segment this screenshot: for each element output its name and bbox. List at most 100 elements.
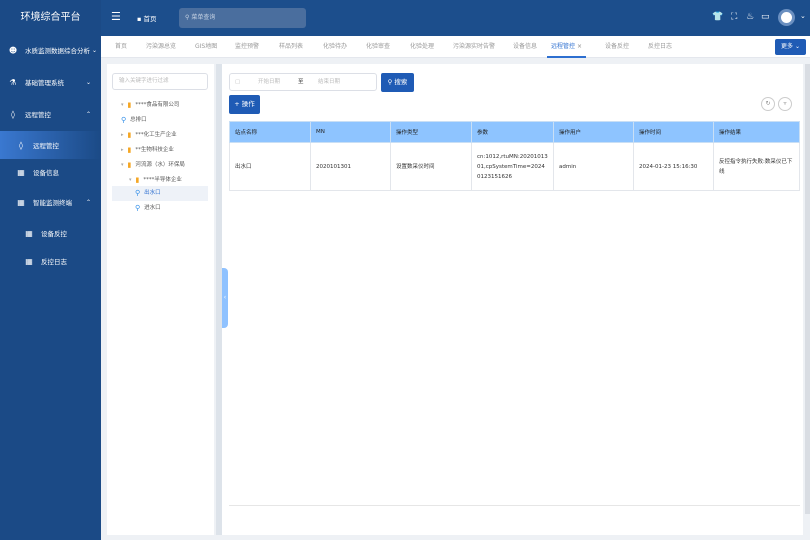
folder-icon: ▮ xyxy=(127,146,132,154)
sidebar-item-label: 水质监测数据综合分析 xyxy=(25,47,90,55)
shirt-icon[interactable]: 👕 xyxy=(712,12,724,22)
cell-result: 反控指令执行失败:数采仪已下线 xyxy=(713,142,800,191)
home-link[interactable]: ▪ 首页 xyxy=(137,13,156,23)
monitor-icon[interactable]: ▭ xyxy=(761,12,770,22)
column-header: 操作类型 xyxy=(390,121,472,143)
expand-icon[interactable]: ⛶ xyxy=(731,12,738,22)
menu-toggle-icon[interactable]: ☰ xyxy=(111,10,121,23)
tree-node-label: 进水口 xyxy=(144,205,161,211)
tree-node-label: 河流源（水）环保局 xyxy=(135,162,185,168)
tree-node-label: 总排口 xyxy=(130,117,147,123)
tab-remote-control[interactable]: 远程管控 × xyxy=(547,36,586,58)
top-header: ☰ ▪ 首页 ⚲ 菜单查询 👕 ⛶ ♨ ▭ ⌄ xyxy=(101,0,810,36)
search-icon: ⚲ xyxy=(185,14,192,21)
search-icon: ⚲ xyxy=(387,78,395,86)
close-icon[interactable]: × xyxy=(576,43,582,50)
add-operation-button[interactable]: + 操作 xyxy=(229,95,260,114)
tree-node[interactable]: ▾ ▮ ****半导体企业 xyxy=(129,173,182,188)
app-title: 环境综合平台 xyxy=(20,12,81,23)
column-header: 操作结果 xyxy=(713,121,800,143)
sidebar-item-remote-control-group[interactable]: ◊ 远程管控 ⌃ xyxy=(0,100,101,128)
tab-sample-list[interactable]: 样品列表 xyxy=(279,43,304,50)
caret-icon: ▾ xyxy=(121,162,124,168)
calendar-icon: ▢ xyxy=(235,79,241,85)
folder-icon: ▮ xyxy=(127,101,132,109)
tree-node[interactable]: ▾ ▮ ****食品有限公司 xyxy=(121,98,179,113)
tree-node-label: ****半导体企业 xyxy=(143,177,182,183)
sidebar-item-label: 设备信息 xyxy=(33,169,59,177)
end-date-input[interactable]: 结束日期 xyxy=(318,79,341,85)
folder-icon: ▮ xyxy=(127,131,132,139)
sidebar-item-device-info[interactable]: ▦ 设备信息 xyxy=(0,158,101,186)
tree-node[interactable]: ⚲ 总排口 xyxy=(121,113,147,128)
panel-splitter[interactable] xyxy=(216,64,222,535)
tree-node-selected[interactable]: ⚲ 出水口 xyxy=(112,186,208,201)
sidebar-item-label: 设备反控 xyxy=(41,230,67,238)
column-header: 参数 xyxy=(471,121,554,143)
more-label: 更多 xyxy=(781,43,794,50)
tab-monitor-alert[interactable]: 监控预警 xyxy=(235,43,260,50)
collapse-handle[interactable]: ‹ xyxy=(222,268,228,328)
column-header: 操作时间 xyxy=(633,121,714,143)
drop-icon: ◊ xyxy=(19,140,23,150)
home-icon: ▪ xyxy=(137,15,144,23)
cell-params: cn:1012,rtuMN:2020101301,cpSystemTime=20… xyxy=(471,142,554,191)
flask-icon: ⚗ xyxy=(9,77,17,87)
tree-node[interactable]: ▸ ▮ **生物科技企业 xyxy=(121,143,174,158)
scrollbar[interactable] xyxy=(805,64,810,514)
tab-realtime-alarm[interactable]: 污染源实时告警 xyxy=(453,43,496,50)
chevron-down-icon: ⌄ xyxy=(85,78,91,86)
search-button[interactable]: ⚲ 搜索 xyxy=(381,73,414,92)
caret-icon: ▾ xyxy=(121,102,124,108)
home-label: 首页 xyxy=(143,15,157,23)
tree-node[interactable]: ▾ ▮ 河流源（水）环保局 xyxy=(121,158,185,173)
tab-device-info[interactable]: 设备信息 xyxy=(513,43,538,50)
caret-icon: ▸ xyxy=(121,147,124,153)
refresh-icon[interactable]: ↻ xyxy=(761,97,775,111)
sidebar-item-control-log[interactable]: ▦ 反控日志 xyxy=(0,247,101,275)
grid-icon: ▦ xyxy=(17,197,25,207)
tree-filter-input[interactable]: 输入关键字进行过滤 xyxy=(112,73,208,90)
sidebar-item-remote-control[interactable]: ◊ 远程管控 xyxy=(0,131,101,159)
avatar[interactable] xyxy=(778,9,795,26)
flame-icon[interactable]: ♨ xyxy=(746,12,755,22)
sidebar-item-basic-management[interactable]: ⚗ 基础管理系统 ⌄ xyxy=(0,68,101,96)
location-pin-icon: ⚲ xyxy=(135,204,141,212)
tree-node-label: ***化工生产企业 xyxy=(135,132,177,138)
chevron-down-icon[interactable]: ⌄ xyxy=(800,12,806,20)
filter-icon[interactable]: ▿ xyxy=(778,97,792,111)
tab-lab-todo[interactable]: 化验待办 xyxy=(323,43,348,50)
grid-icon: ▦ xyxy=(25,228,33,238)
tab-pollution-overview[interactable]: 污染源总览 xyxy=(146,43,177,50)
sidebar-item-label: 智能监测终端 xyxy=(33,199,72,207)
user-group-icon: ☻ xyxy=(8,45,18,55)
search-label: 搜索 xyxy=(394,78,408,86)
tree-node[interactable]: ⚲ 进水口 xyxy=(135,201,161,216)
date-range-picker[interactable]: ▢ 开始日期 至 结束日期 xyxy=(229,73,377,91)
location-pin-icon: ⚲ xyxy=(121,116,127,124)
tab-control-log[interactable]: 反控日志 xyxy=(648,43,673,50)
sidebar-item-water-analysis[interactable]: ☻ 水质监测数据综合分析 ⌄ xyxy=(0,36,101,64)
sidebar-item-label: 基础管理系统 xyxy=(25,79,64,87)
main-panel: ▢ 开始日期 至 结束日期 ⚲ 搜索 + 操作 ↻ ▿ 站点名称 MN 操作类型… xyxy=(222,64,803,535)
tab-home[interactable]: 首页 xyxy=(115,43,128,50)
sidebar-item-label: 反控日志 xyxy=(41,258,67,266)
tab-lab-process[interactable]: 化验处理 xyxy=(410,43,435,50)
drop-icon: ◊ xyxy=(11,109,15,119)
sidebar-item-device-control[interactable]: ▦ 设备反控 xyxy=(0,219,101,247)
menu-search-input[interactable]: ⚲ 菜单查询 xyxy=(179,8,306,28)
caret-icon: ▸ xyxy=(121,132,124,138)
tab-gis-map[interactable]: GIS地图 xyxy=(195,43,218,50)
start-date-input[interactable]: 开始日期 xyxy=(258,79,281,85)
tab-lab-review[interactable]: 化验审查 xyxy=(366,43,391,50)
caret-icon: ▾ xyxy=(129,177,132,183)
tree-node-label: **生物科技企业 xyxy=(135,147,174,153)
site-tree-panel: 输入关键字进行过滤 ▾ ▮ ****食品有限公司 ⚲ 总排口 ▸ ▮ ***化工生产企业 … xyxy=(107,64,214,535)
tree-node[interactable]: ▸ ▮ ***化工生产企业 xyxy=(121,128,177,143)
chevron-up-icon: ⌃ xyxy=(85,198,91,206)
more-tabs-button[interactable]: 更多 ⌄ xyxy=(775,39,806,55)
sidebar-item-smart-terminal[interactable]: ▦ 智能监测终端 ⌃ xyxy=(0,188,101,216)
tab-label: 远程管控 xyxy=(551,43,576,50)
tab-device-control[interactable]: 设备反控 xyxy=(605,43,630,50)
tree-node-label: 出水口 xyxy=(144,190,161,196)
